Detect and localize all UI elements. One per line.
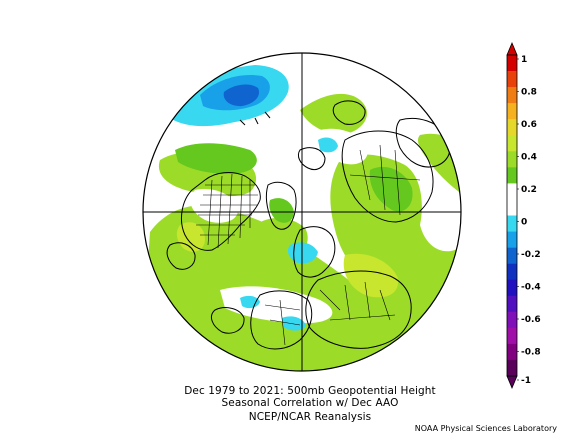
positive-correlation-core bbox=[369, 166, 413, 212]
colorbar-segment bbox=[507, 199, 517, 216]
colorbar-segment bbox=[507, 119, 517, 136]
colorbar-tick-label: -0.6 bbox=[521, 315, 541, 325]
colorbar-segment bbox=[507, 327, 517, 345]
neutral-area bbox=[190, 189, 238, 223]
colorbar-tick-label: 0 bbox=[521, 218, 527, 228]
colorbar-segment bbox=[507, 295, 517, 313]
colorbar-tick-label: 1 bbox=[521, 55, 527, 65]
colorbar-tick-label: -0.8 bbox=[521, 348, 541, 358]
colorbar-tick-label: 0.6 bbox=[521, 120, 537, 130]
colorbar-segment bbox=[507, 279, 517, 297]
country-borders bbox=[264, 144, 421, 346]
colorbar-segment bbox=[507, 183, 517, 200]
colorbar-segment bbox=[507, 87, 517, 104]
colorbar-segment bbox=[507, 103, 517, 120]
colorbar-segment bbox=[507, 343, 517, 361]
positive-correlation-core bbox=[176, 222, 205, 252]
positive-correlation-core bbox=[269, 198, 294, 223]
colorbar-tick-label: 0.2 bbox=[521, 185, 537, 195]
colorbar-segment bbox=[507, 151, 517, 168]
colorbar-outline bbox=[506, 54, 518, 377]
map-title-line2: Seasonal Correlation w/ Dec AAO bbox=[221, 397, 399, 409]
colorbar-tick-label: 0.8 bbox=[521, 88, 537, 98]
colorbar: 1 0.8 0.6 0.4 0.2 0 -0.2 -0.4 -0.6 -0.8 -1 bbox=[506, 41, 541, 390]
colorbar-segment bbox=[507, 359, 517, 377]
colorbar-segment bbox=[507, 231, 517, 248]
colorbar-segment bbox=[507, 311, 517, 329]
colorbar-segment bbox=[507, 263, 517, 280]
positive-correlation-core bbox=[343, 253, 399, 298]
negative-correlation-area bbox=[240, 295, 260, 309]
colorbar-tick-label: -0.2 bbox=[521, 250, 541, 260]
negative-correlation-area bbox=[287, 242, 318, 264]
colorbar-segment bbox=[507, 135, 517, 152]
colorbar-segment bbox=[507, 247, 517, 264]
colorbar-max-arrow bbox=[506, 41, 518, 56]
negative-correlation-area bbox=[318, 137, 338, 153]
colorbar-min-arrow bbox=[506, 375, 518, 390]
negative-correlation-area bbox=[223, 84, 260, 107]
negative-correlation-area bbox=[282, 316, 306, 331]
credit-label: NOAA Physical Sciences Laboratory bbox=[414, 424, 557, 433]
colorbar-tick-label: 0.4 bbox=[521, 153, 537, 163]
colorbar-segment bbox=[507, 215, 517, 232]
neutral-area bbox=[316, 128, 368, 165]
colorbar-segment bbox=[507, 71, 517, 88]
neutral-area bbox=[220, 286, 333, 324]
colorbar-tick-label: -0.4 bbox=[521, 283, 541, 293]
positive-correlation-core bbox=[175, 143, 257, 174]
colorbar-segment bbox=[507, 167, 517, 184]
colorbar-segment bbox=[507, 55, 517, 72]
map-title-line1: Dec 1979 to 2021: 500mb Geopotential Hei… bbox=[184, 385, 436, 397]
positive-correlation-area bbox=[143, 205, 461, 371]
colorbar-tick-label: -1 bbox=[521, 376, 531, 386]
map-subtitle: NCEP/NCAR Reanalysis bbox=[248, 411, 372, 423]
